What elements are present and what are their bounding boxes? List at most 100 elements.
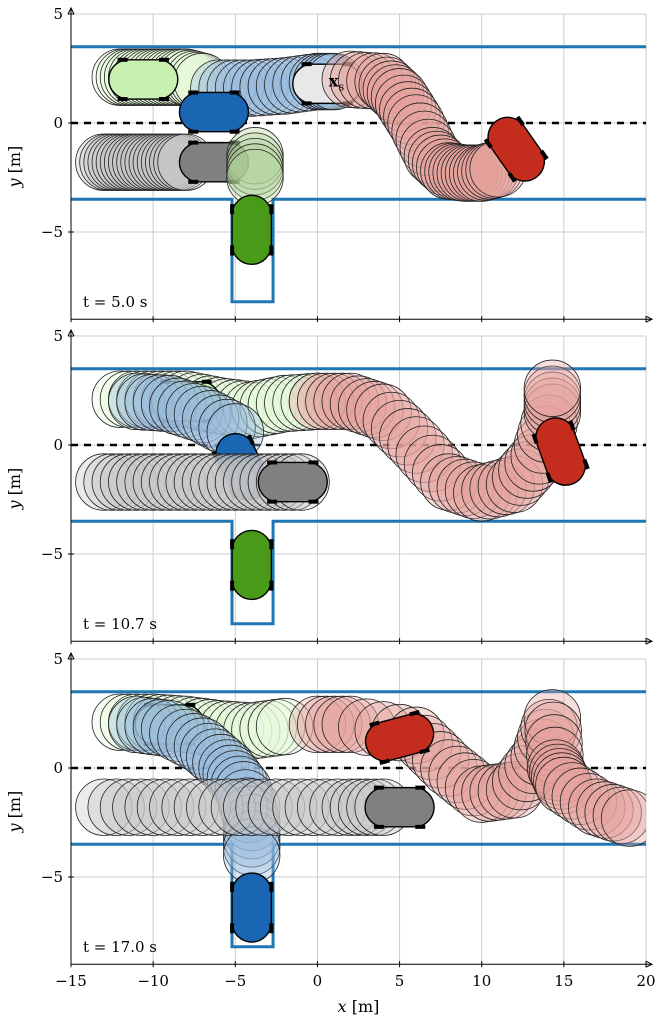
plot-area: xs — [71, 45, 646, 304]
panel-1: xs −5 0 5 y [m] t = 5.0 s — [5, 5, 654, 323]
car-wheel — [230, 580, 235, 591]
car-wheel — [158, 57, 169, 62]
vehicle-grey — [75, 778, 435, 836]
car-wheel — [545, 472, 553, 484]
vehicle-blue — [108, 372, 273, 501]
trail-circle — [395, 110, 453, 169]
car-green — [230, 194, 274, 266]
plot-area — [71, 689, 646, 949]
car-wheel — [369, 720, 380, 728]
trail-circle — [559, 773, 618, 831]
road-boundary-lower — [71, 197, 646, 304]
trail-circle — [91, 370, 149, 428]
trail-circle — [140, 700, 199, 758]
car-green — [230, 529, 274, 601]
car-wheel — [246, 434, 255, 446]
car-wheel — [269, 539, 274, 550]
x-axis-arrow — [645, 315, 654, 323]
car-body — [535, 417, 586, 486]
trail-circle — [112, 778, 170, 836]
trail-circle — [272, 778, 330, 836]
car-wheel — [483, 138, 493, 149]
trail-circle — [338, 51, 396, 110]
trail-circle — [296, 778, 355, 836]
y-tick-label: 5 — [53, 327, 63, 345]
vehicle-light-grey — [292, 62, 363, 106]
trail-circle — [600, 789, 646, 847]
car-wheel — [373, 785, 384, 790]
car-wheel — [188, 90, 199, 95]
car-wheel — [267, 460, 278, 465]
trail-circle — [165, 713, 223, 771]
trail-circle — [216, 769, 275, 827]
vehicle-light-green — [91, 370, 347, 439]
trail-circle — [75, 453, 133, 511]
vehicle-light-green — [91, 48, 232, 111]
car-wheel — [230, 204, 235, 215]
car-body — [292, 63, 363, 105]
vehicle-green — [230, 529, 274, 601]
x-tick-label: 15 — [554, 972, 573, 990]
trail-circle — [161, 778, 219, 836]
trail-circle — [305, 695, 363, 754]
road-boundary-lower — [71, 842, 646, 949]
car-body — [108, 59, 179, 100]
car-grey — [364, 785, 435, 829]
vehicle-green — [226, 127, 284, 266]
trail-circle — [329, 51, 388, 109]
trail-circle — [116, 373, 174, 431]
y-tick-label: −5 — [41, 223, 63, 241]
car-wheel — [185, 702, 196, 707]
trail-circle — [132, 374, 191, 432]
trail-circle — [83, 453, 141, 511]
trail-circle — [173, 778, 232, 836]
x-axis-arrow — [645, 960, 654, 968]
y-axis-label: y [m] — [5, 791, 24, 834]
car-body — [364, 786, 435, 828]
x-tick-label: 0 — [313, 972, 323, 990]
trail-circle — [186, 778, 244, 836]
trail-circle — [255, 374, 314, 433]
car-red — [483, 115, 549, 183]
trail-circle — [99, 778, 158, 836]
trail-circle — [165, 453, 223, 511]
trail-circle — [383, 87, 441, 146]
vehicle-grey — [75, 133, 250, 191]
x-tick-label: −15 — [55, 972, 87, 990]
car-wheel — [117, 57, 128, 62]
y-tick-label: −5 — [41, 545, 63, 563]
trail-circle — [321, 50, 379, 109]
vehicle-red — [288, 359, 590, 522]
vehicle-red — [288, 689, 646, 847]
trail-circle — [362, 391, 421, 450]
y-axis-label: y [m] — [5, 468, 24, 511]
car-wheel — [308, 460, 319, 465]
trail-circle — [296, 695, 355, 754]
trail-circle — [379, 81, 437, 139]
trail-circle — [354, 383, 412, 441]
x-axis-label: x [m] — [338, 997, 380, 1016]
trail-circle — [524, 701, 582, 760]
car-wheel — [160, 379, 171, 384]
car-wheel — [229, 140, 240, 145]
trail-circle — [305, 372, 363, 431]
car-wheel — [158, 97, 169, 102]
car-light-grey — [292, 62, 363, 106]
car-wheel — [269, 204, 274, 215]
car-body — [231, 872, 273, 943]
y-tick-label: 0 — [53, 759, 63, 777]
trail-circle — [149, 704, 207, 762]
car-wheel — [229, 129, 240, 134]
trail-circle — [461, 462, 519, 520]
y-axis-label: y [m] — [5, 146, 24, 189]
car-wheel — [531, 433, 539, 445]
trail-circle — [358, 56, 416, 115]
car-wheel — [143, 742, 154, 747]
car-wheel — [229, 90, 240, 95]
trail-circle — [477, 457, 536, 516]
x-tick-label: 10 — [472, 972, 491, 990]
trail-circle — [235, 778, 293, 836]
y-axis-arrow — [67, 328, 75, 337]
y-axis-arrow — [67, 651, 75, 660]
